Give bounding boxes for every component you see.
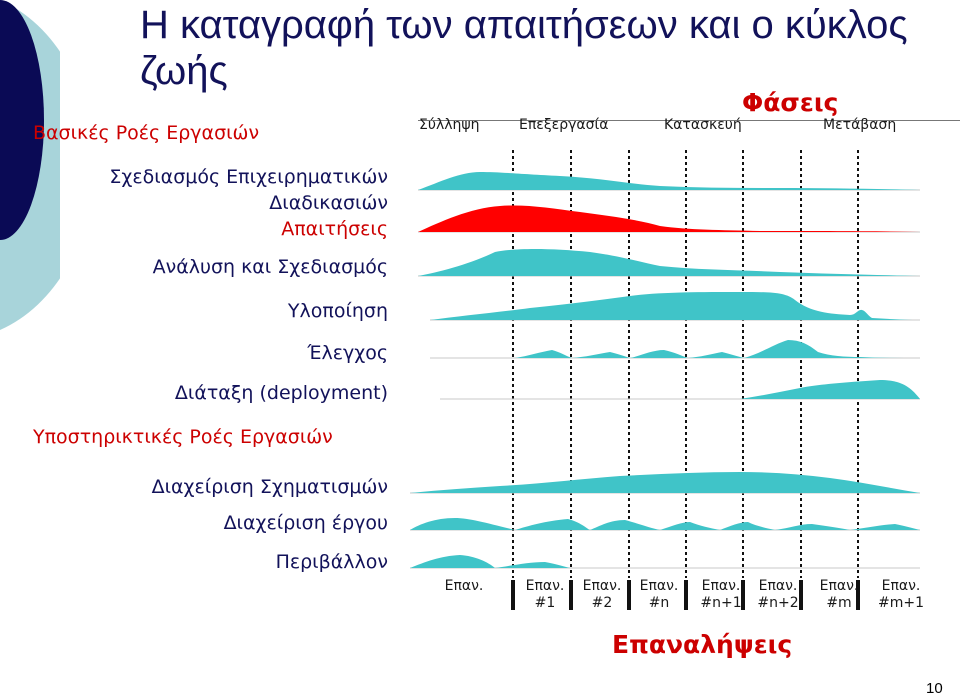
hump-deployment bbox=[440, 380, 920, 399]
page-title: Η καταγραφή των απαιτήσεων και ο κύκλος … bbox=[140, 3, 908, 93]
phase-inception: Σύλληψη bbox=[419, 117, 480, 133]
workflow-business-modeling-1: Σχεδιασμός Επιχειρηματικών bbox=[109, 166, 388, 188]
decorative-arcs bbox=[0, 0, 60, 330]
iteration-boundaries bbox=[512, 150, 859, 578]
workflow-requirements: Απαιτήσεις bbox=[281, 218, 388, 240]
page-number: 10 bbox=[926, 680, 943, 697]
iteration-1: Επαν. #1 bbox=[525, 578, 565, 611]
iteration-preliminary: Επαν. bbox=[444, 578, 484, 594]
workflow-implementation: Υλοποίηση bbox=[287, 300, 388, 322]
iteration-n-plus-2: Επαν. #n+2 bbox=[757, 578, 799, 611]
baselines bbox=[410, 189, 920, 569]
workflow-test: Έλεγχος bbox=[307, 342, 388, 364]
iteration-bars bbox=[511, 580, 860, 610]
iteration-2: Επαν. #2 bbox=[582, 578, 622, 611]
iteration-m: Επαν. #m bbox=[819, 578, 859, 611]
workflow-analysis-design: Ανάλυση και Σχεδιασμός bbox=[152, 256, 388, 278]
iteration-n: Επαν. #n bbox=[639, 578, 679, 611]
workflow-environment: Περιβάλλον bbox=[275, 551, 388, 573]
hump-requirements bbox=[418, 205, 920, 232]
workflow-configuration-mgmt: Διαχείριση Σχηματισμών bbox=[151, 476, 388, 498]
phase-construction: Κατασκευή bbox=[664, 117, 742, 133]
hump-environment bbox=[410, 555, 920, 568]
support-workflows-title: Υποστηρικτικές Ροές Εργασιών bbox=[33, 426, 333, 448]
iteration-n-plus-1: Επαν. #n+1 bbox=[700, 578, 742, 611]
workflow-business-modeling-2: Διαδικασιών bbox=[269, 192, 388, 214]
workflow-project-mgmt: Διαχείριση έργου bbox=[223, 512, 388, 534]
hump-configuration-mgmt bbox=[410, 472, 920, 493]
iteration-m-plus-1: Επαν. #m+1 bbox=[877, 578, 924, 611]
core-workflows-title: Βασικές Ροές Εργασιών bbox=[33, 122, 260, 144]
phases-divider bbox=[418, 120, 960, 121]
phase-elaboration: Επεξεργασία bbox=[519, 117, 609, 133]
iterations-title: Επαναλήψεις bbox=[612, 630, 793, 659]
workflow-deployment: Διάταξη (deployment) bbox=[174, 382, 388, 404]
phases-title: Φάσεις bbox=[742, 88, 839, 117]
hump-analysis-design bbox=[418, 249, 920, 276]
hump-business-modeling bbox=[418, 172, 920, 190]
phase-transition: Μετάβαση bbox=[823, 117, 897, 133]
hump-test bbox=[430, 340, 920, 358]
hump-implementation bbox=[430, 292, 920, 320]
hump-project-mgmt bbox=[410, 518, 920, 530]
